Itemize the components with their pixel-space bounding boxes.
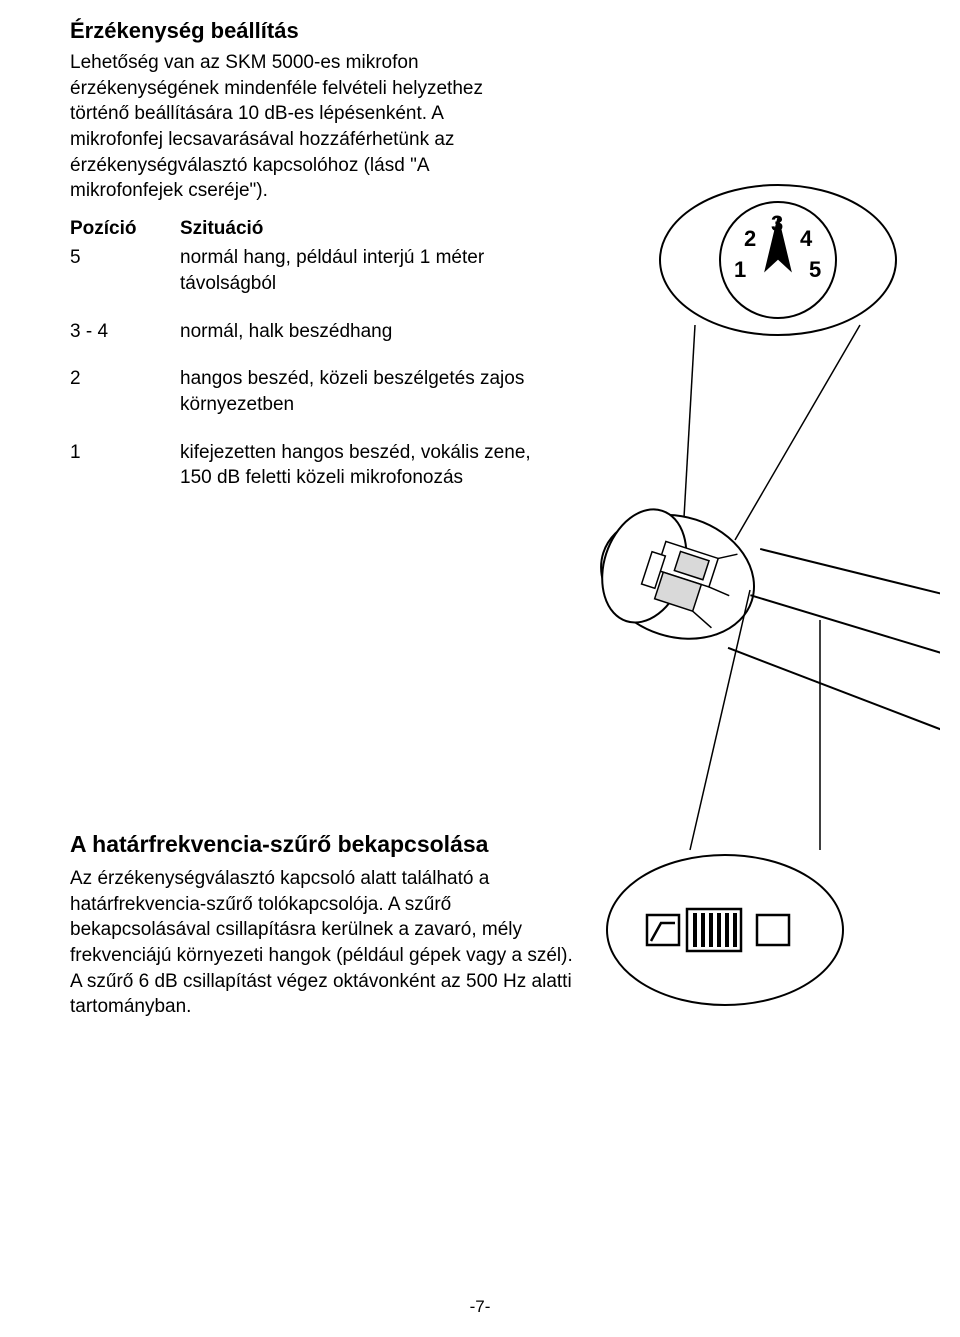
rolloff-icon xyxy=(651,923,675,941)
table-cell-sit: normál, halk beszédhang xyxy=(180,319,540,345)
section2-title: A határfrekvencia-szűrő bekapcsolása xyxy=(70,831,890,858)
switch-ellipse xyxy=(607,855,843,1005)
callout-line xyxy=(690,590,750,850)
switch-flat-box xyxy=(757,915,789,945)
table-row: 2 hangos beszéd, közeli beszélgetés zajo… xyxy=(70,366,890,417)
section2-paragraph: Az érzékenységválasztó kapcsoló alatt ta… xyxy=(70,866,580,1020)
table-header-pos: Pozíció xyxy=(70,216,180,242)
switch-slider xyxy=(687,909,741,951)
table-row: 3 - 4 normál, halk beszédhang xyxy=(70,319,890,345)
table-row: 1 kifejezetten hangos beszéd, vokális ze… xyxy=(70,440,890,491)
filter-switch-svg xyxy=(595,845,855,1015)
table-header-sit: Szituáció xyxy=(180,216,540,242)
page-footer: -7- xyxy=(70,1297,890,1317)
table-cell-sit: normál hang, például interjú 1 méter táv… xyxy=(180,245,540,296)
table-cell-pos: 5 xyxy=(70,245,180,296)
table-cell-pos: 3 - 4 xyxy=(70,319,180,345)
page: Érzékenység beállítás Lehetőség van az S… xyxy=(0,0,960,1337)
microphone-head-icon xyxy=(583,486,940,737)
table-cell-pos: 1 xyxy=(70,440,180,491)
table-row: 5 normál hang, például interjú 1 méter t… xyxy=(70,245,890,296)
filter-switch-diagram xyxy=(595,845,855,1015)
table-cell-pos: 2 xyxy=(70,366,180,417)
table-cell-sit: hangos beszéd, közeli beszélgetés zajos … xyxy=(180,366,540,417)
position-table: Pozíció Szituáció 5 normál hang, például… xyxy=(70,216,890,491)
section1-title: Érzékenység beállítás xyxy=(70,18,890,44)
switch-rolloff-box xyxy=(647,915,679,945)
section1-paragraph: Lehetőség van az SKM 5000-es mikrofon ér… xyxy=(70,50,540,204)
table-cell-sit: kifejezetten hangos beszéd, vokális zene… xyxy=(180,440,540,491)
